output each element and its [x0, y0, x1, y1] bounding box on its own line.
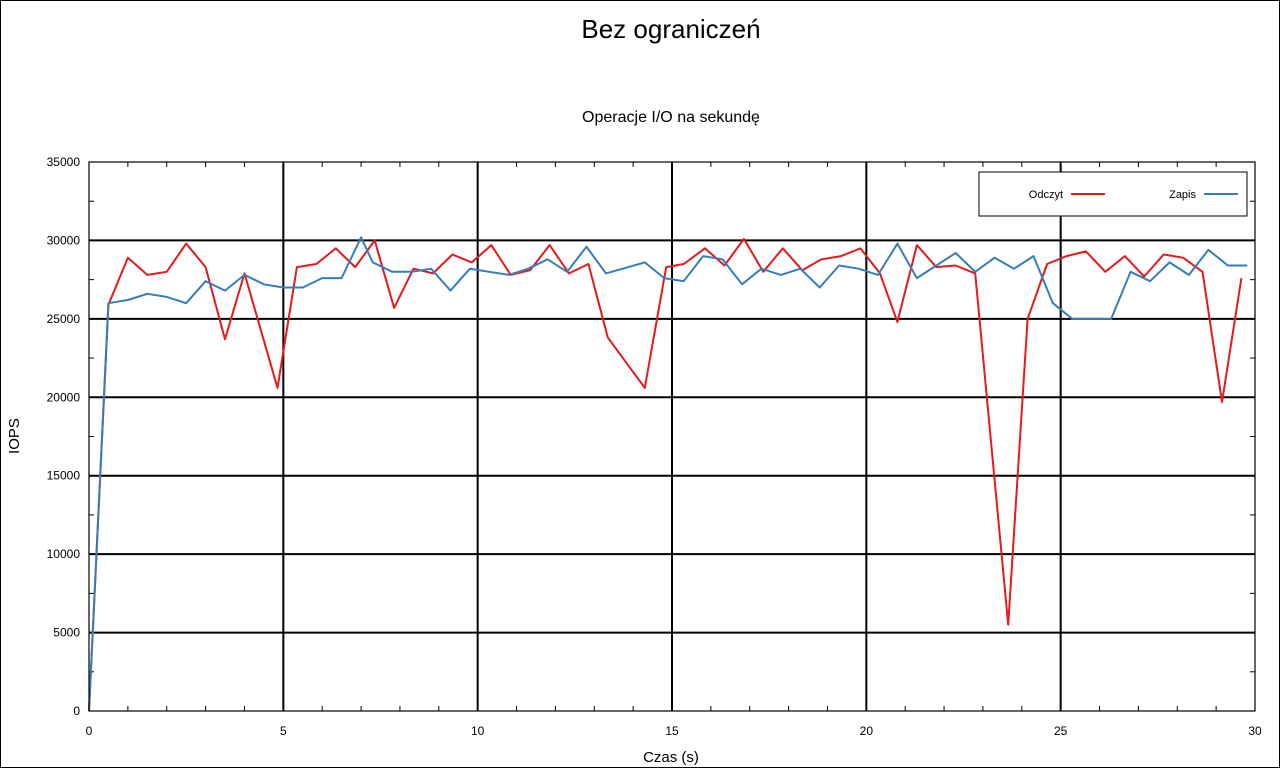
y-axis-label: IOPS — [6, 418, 23, 454]
y-tick-label: 5000 — [53, 626, 80, 640]
x-tick-label: 10 — [471, 724, 485, 738]
plot-area-border — [88, 161, 1256, 712]
y-tick-label: 30000 — [47, 233, 81, 247]
chart-title: Bez ograniczeń — [581, 14, 760, 44]
series-layer — [88, 236, 1248, 712]
y-tick-label: 10000 — [47, 547, 81, 561]
y-tick-label: 15000 — [47, 469, 81, 483]
grid-lines — [89, 162, 1255, 711]
legend-label-zapis: Zapis — [1169, 189, 1196, 201]
legend: Odczyt Zapis — [978, 171, 1248, 217]
x-tick-label: 20 — [860, 724, 874, 738]
y-tick-label: 0 — [73, 704, 80, 718]
x-tick-label: 30 — [1248, 724, 1262, 738]
series-line-zapis — [88, 236, 1248, 712]
x-tick-label: 25 — [1054, 724, 1068, 738]
y-tick-label: 25000 — [47, 312, 81, 326]
axis-ticks: 0 5 10 15 20 25 30 0 5000 10000 15000 20000 25000 300… — [47, 155, 1262, 738]
x-tick-label: 15 — [665, 724, 679, 738]
series-line-odczyt — [88, 237, 1243, 712]
x-tick-label: 0 — [86, 724, 93, 738]
y-tick-label: 20000 — [47, 390, 81, 404]
legend-label-odczyt: Odczyt — [1029, 189, 1063, 201]
y-tick-label: 35000 — [47, 155, 81, 169]
x-axis-label: Czas (s) — [643, 749, 699, 766]
legend-box — [978, 171, 1248, 217]
x-tick-label: 5 — [280, 724, 287, 738]
chart-subtitle: Operacje I/O na sekundę — [582, 109, 760, 126]
